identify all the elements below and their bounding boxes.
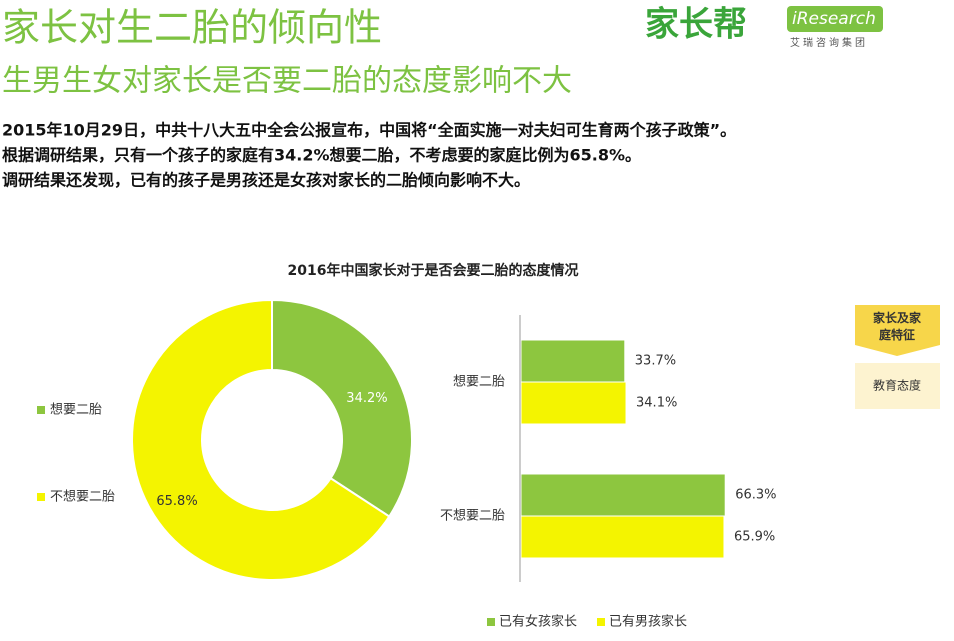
paragraph: 调研结果还发现，已有的孩子是男孩还是女孩对家长的二胎倾向影响不大。 [2, 171, 530, 190]
legend-swatch [37, 406, 45, 414]
tab-label: 家长及家庭特征 [873, 310, 922, 342]
brand-box [787, 6, 883, 32]
subtitle: 生男生女对家长是否要二胎的态度影响不大 [2, 64, 572, 99]
legend-label: 想要二胎 [50, 402, 102, 418]
y-tick-label: 想要二胎 [453, 374, 505, 390]
legend-label: 已有男孩家长 [609, 614, 687, 630]
legend-swatch [487, 618, 495, 626]
legend-swatch [597, 618, 605, 626]
data-label: 65.8% [156, 494, 197, 509]
legend-label: 不想要二胎 [50, 489, 115, 505]
y-tick-label: 不想要二胎 [440, 508, 505, 524]
brand-sub: 艾瑞咨询集团 [790, 36, 868, 49]
title: 家长对生二胎的倾向性 [2, 6, 382, 50]
logo: 家长帮 [645, 5, 747, 45]
tab-label: 教育态度 [873, 378, 921, 393]
brand: iResearch [792, 9, 876, 29]
paragraph: 2015年10月29日，中共十八大五中全会公报宣布，中国将“全面实施一对夫妇可生… [2, 121, 736, 140]
bar [520, 473, 726, 517]
paragraph: 根据调研结果，只有一个孩子的家庭有34.2%想要二胎，不考虑要的家庭比例为65.… [2, 146, 641, 165]
tab-active[interactable] [855, 305, 940, 356]
data-label: 33.7% [635, 354, 676, 369]
donut-slice [131, 298, 391, 581]
bar [520, 515, 725, 559]
legend-label: 已有女孩家长 [499, 614, 577, 630]
donut-slice [271, 298, 413, 518]
legend-swatch [37, 493, 45, 501]
bar [520, 381, 627, 425]
figure-title: 2016年中国家长对于是否会要二胎的态度情况 [288, 262, 579, 279]
data-label: 65.9% [734, 530, 775, 545]
data-label: 66.3% [735, 488, 776, 503]
data-label: 34.2% [346, 391, 387, 406]
data-label: 34.1% [636, 396, 677, 411]
tab[interactable] [855, 363, 940, 409]
bar [520, 339, 626, 383]
